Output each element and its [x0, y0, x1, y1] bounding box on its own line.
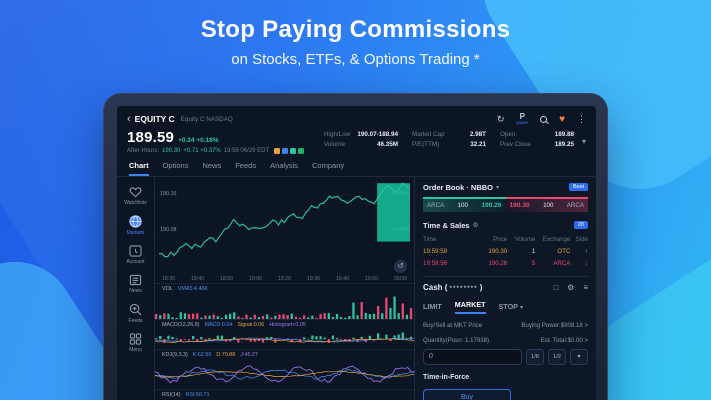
indicator-badge-teal [290, 147, 297, 154]
macd-pane-label: MACD(12,26,9) MACD:0.04 Signal:0.06 Hist… [155, 318, 414, 329]
masked-cash-value: ******** [449, 284, 478, 292]
trading-app-screen: ‹ EQUITY C Equity C NASDAQ ↻ P paper ♥ ⋮ [117, 106, 596, 400]
tab-limit[interactable]: LIMIT [423, 301, 442, 311]
y-axis-label-bottom: 190.08 [160, 226, 177, 233]
quantity-label-row: Quantity(Posn: 1.17938) Est. Total:$0.00… [423, 336, 588, 344]
pct-label-bottom: +0.28% [390, 226, 409, 233]
tab-analysis[interactable]: Analysis [270, 160, 299, 170]
search-icon[interactable] [540, 115, 548, 123]
tab-feeds[interactable]: Feeds [235, 160, 257, 170]
fraction-dropdown-button[interactable]: ▾ [570, 348, 588, 365]
gear-icon[interactable]: ⚙ [472, 222, 479, 229]
time-in-force-label: Time-in-Force [423, 373, 470, 381]
time-sales-header: Time & Sales ⚙ 20 [423, 221, 588, 230]
indicator-badge-orange [274, 147, 281, 154]
hero-subtitle: on Stocks, ETFs, & Options Trading * [231, 51, 480, 68]
time-axis: 18:30 18:40 18:50 19:00 19:20 19:30 19:4… [162, 275, 407, 282]
account-cash-row: Cash ( ******** ) □ ⚙ ≡ [423, 275, 588, 292]
tab-market[interactable]: MARKET [454, 300, 486, 314]
bid-cell[interactable]: ARCA 100 190.26 [423, 196, 506, 212]
hero-title: Stop Paying Commissions [200, 16, 511, 43]
price-change: +0.34 +0.18% [178, 136, 219, 144]
buy-button[interactable]: Buy [423, 388, 511, 400]
symbol-subtitle: Equity C NASDAQ [180, 115, 233, 123]
pct-label-top: +0.35% [390, 190, 409, 197]
price-block: 189.59 +0.34 +0.18% After Hours: 190.30 … [127, 128, 305, 154]
sidebar-item-menu[interactable]: Menu [129, 332, 142, 353]
price-chart-pane[interactable]: 190.16 190.08 +0.35% +0.28% ↺ [159, 179, 410, 275]
fraction-eighth-button[interactable]: 1/8 [526, 348, 544, 365]
tab-chart[interactable]: Chart [129, 161, 149, 176]
sidebar-item-news[interactable]: News [129, 274, 142, 294]
uptick-arrow-icon: ↑ [584, 248, 588, 255]
kdj-chart [155, 364, 414, 383]
paper-trading-icon[interactable]: P paper [516, 112, 529, 125]
rsi-pane-label: RSI(14) RSI:56.71 [155, 388, 414, 399]
favorite-heart-icon[interactable]: ♥ [559, 113, 565, 125]
globe-icon [129, 214, 142, 228]
time-sales-count-badge[interactable]: 20 [573, 221, 588, 229]
tab-stop[interactable]: STOP ▾ [498, 301, 523, 312]
indicator-badge-blue [282, 147, 289, 154]
top-bar: ‹ EQUITY C Equity C NASDAQ ↻ P paper ♥ ⋮ [117, 106, 596, 156]
time-sales-row: 19:59:59 190.30 1 OTC ↑ [423, 248, 588, 255]
indicator-badge-green [298, 147, 305, 154]
left-nav: Watchlists Markets Account News [117, 176, 155, 400]
kebab-menu-icon[interactable]: ⋮ [577, 113, 586, 124]
stats-collapse-chevron-icon[interactable]: ▾ [581, 136, 586, 146]
refresh-icon[interactable]: ↻ [497, 113, 505, 124]
grid-menu-icon [129, 332, 142, 345]
last-price: 189.59 [127, 128, 175, 146]
indicator-badges [274, 147, 305, 154]
quote-stats: High/Low 190.07-188.94 Market Cap 2.98T Op… [323, 130, 574, 148]
buying-power-link[interactable]: Buying Power:$908.18 > [521, 321, 588, 329]
vault-icon[interactable]: □ [553, 282, 559, 292]
nbbo-row: ARCA 100 190.26 190.30 100 ARCA [423, 196, 588, 212]
kdj-pane-label: KDJ(9,3,3) K:62.55 D:70.88 J:45.27 [155, 348, 414, 359]
orders-list-icon[interactable]: ≡ [583, 282, 588, 292]
sidebar-item-account[interactable]: Account [126, 244, 145, 265]
order-book-chevron-icon: ▾ [496, 184, 500, 191]
sidebar-item-watchlists[interactable]: Watchlists [124, 186, 147, 206]
quantity-input[interactable]: 0 [423, 348, 522, 365]
tab-company[interactable]: Company [312, 160, 345, 170]
chart-area[interactable]: 190.16 190.08 +0.35% +0.28% ↺ 18:30 18:4… [155, 177, 414, 400]
stop-chevron-icon: ▾ [519, 305, 523, 311]
sidebar-item-feeds[interactable]: Feeds [129, 303, 142, 324]
volume-bars-chart [155, 295, 413, 319]
time-sales-row: 19:59:56 190.26 5 ARCA ↓ [423, 260, 588, 267]
volume-pane-label: VOL VMA5:4.46K [155, 282, 414, 293]
tab-news[interactable]: News [202, 160, 222, 170]
fraction-half-button[interactable]: 1/2 [548, 348, 566, 365]
price-line-chart [159, 181, 410, 257]
rotate-chart-button[interactable]: ↺ [394, 259, 407, 273]
macd-chart [155, 331, 414, 343]
ask-cell[interactable]: 190.30 100 ARCA [505, 196, 588, 212]
symbol-tabs: Chart Options News Feeds Analysis Compan… [117, 156, 596, 177]
feeds-search-icon [129, 303, 142, 315]
time-sales-column-headers: Time Price Volume Exchange Side [423, 236, 588, 243]
y-axis-label-top: 190.16 [160, 190, 177, 197]
trade-panel: Order Book · NBBO ▾ Best ARCA 100 190.26… [414, 176, 596, 400]
downtick-arrow-icon: ↓ [584, 260, 588, 267]
tab-options[interactable]: Options [162, 160, 189, 170]
best-badge[interactable]: Best [568, 183, 588, 191]
est-total-link[interactable]: Est. Total:$0.00 > [540, 336, 588, 344]
gear-icon[interactable]: ⚙ [567, 282, 575, 292]
hero-text: Stop Paying Commissions on Stocks, ETFs,… [0, 16, 711, 68]
tablet-device: ‹ EQUITY C Equity C NASDAQ ↻ P paper ♥ ⋮ [103, 93, 608, 400]
order-book-header[interactable]: Order Book · NBBO ▾ Best [423, 183, 588, 192]
back-icon[interactable]: ‹ [127, 112, 131, 125]
sidebar-item-markets[interactable]: Markets [127, 214, 144, 236]
symbol-name: EQUITY C [134, 114, 175, 125]
heart-icon [129, 186, 142, 197]
account-clock-icon [129, 244, 142, 257]
order-type-tabs: LIMIT MARKET STOP ▾ [423, 300, 588, 314]
quantity-input-row: 0 1/8 1/2 ▾ [423, 348, 588, 365]
newspaper-icon [129, 274, 142, 285]
after-hours-line: After Hours: 190.30 +0.71 +0.37% 19:58 0… [127, 147, 305, 154]
mkt-price-row: Buy/Sell at MKT Price Buying Power:$908.… [423, 321, 588, 329]
